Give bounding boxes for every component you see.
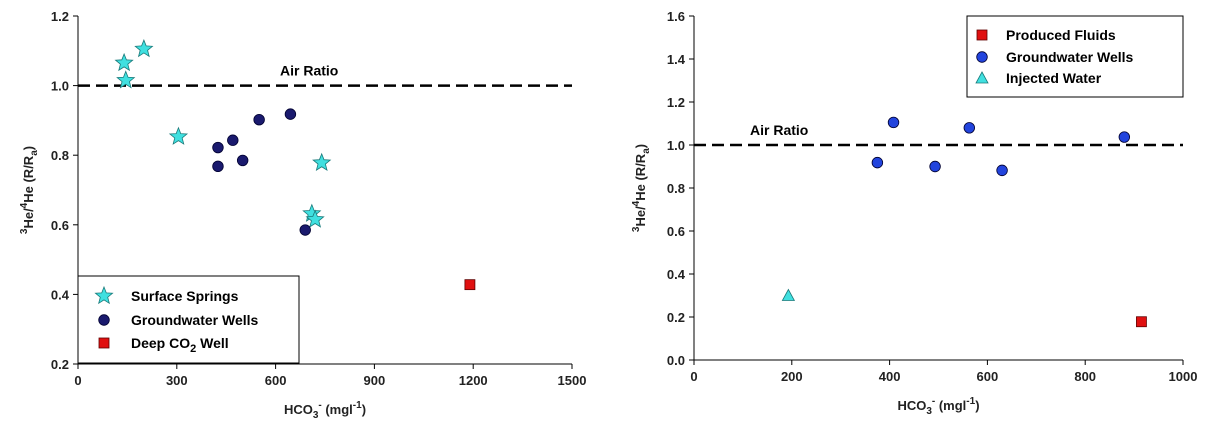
legend-label: Produced Fluids	[1006, 27, 1116, 43]
y-tick-label: 0.0	[667, 353, 685, 368]
air-ratio-label: Air Ratio	[750, 122, 808, 138]
series-1	[114, 38, 332, 228]
x-tick-label: 0	[74, 373, 81, 388]
x-tick-label: 900	[364, 373, 386, 388]
legend: Surface Springs Groundwater Wells Deep CO2…	[77, 275, 300, 364]
x-tick-label: 1200	[459, 373, 488, 388]
y-tick-label: 0.2	[667, 310, 685, 325]
y-tick-label: 0.2	[51, 357, 69, 372]
legend-marker-triangle	[975, 71, 989, 84]
y-tick-label: 1.0	[667, 138, 685, 153]
y-tick-label: 0.4	[51, 287, 70, 302]
y-tick-label: 1.6	[667, 9, 685, 24]
data-point-circle	[236, 154, 249, 167]
data-point-circle	[212, 141, 224, 154]
data-point-square	[1136, 316, 1147, 328]
legend-label: Injected Water	[1006, 70, 1102, 86]
series-2	[871, 116, 1131, 177]
data-point-circle	[253, 114, 265, 126]
x-tick-label: 1000	[1169, 369, 1198, 384]
data-point-circle	[1118, 131, 1131, 143]
legend-marker-star	[94, 285, 114, 305]
y-tick-label: 0.6	[667, 224, 685, 239]
y-tick-label: 0.4	[667, 267, 686, 282]
series-3	[464, 279, 476, 291]
data-point-circle	[929, 160, 941, 173]
legend-label: Groundwater Wells	[1006, 49, 1134, 65]
x-tick-label: 600	[265, 373, 287, 388]
x-tick-label: 400	[879, 369, 901, 384]
data-point-circle	[996, 164, 1008, 177]
data-point-star	[134, 38, 154, 58]
x-tick-label: 200	[781, 369, 803, 384]
legend-marker-square	[98, 337, 110, 349]
y-tick-label: 1.2	[51, 9, 69, 24]
x-tick-label: 800	[1074, 369, 1096, 384]
data-point-star	[312, 152, 332, 172]
y-tick-label: 1.4	[667, 52, 686, 67]
chart-panel-1: 0 300 600 900 1200 1500 0.2 0.4 0.6 0.8 1.0 1.2 HCO3…	[19, 9, 586, 421]
series-1	[1136, 316, 1147, 328]
data-point-circle	[887, 116, 900, 129]
data-point-triangle	[781, 288, 796, 301]
y-tick-label: 0.8	[667, 181, 685, 196]
data-point-star	[168, 126, 189, 145]
legend-marker-circle	[98, 314, 110, 326]
data-point-star	[305, 209, 325, 228]
data-point-circle	[299, 224, 311, 236]
chart-panel-2: 0 200 400 600 800 1000 0.0 0.2 0.4 0.6 0.8 1.0 1.2 1.…	[631, 9, 1197, 417]
air-ratio-label: Air Ratio	[280, 63, 338, 79]
data-point-star	[114, 52, 134, 72]
data-point-circle	[227, 134, 239, 146]
legend-box	[77, 275, 300, 364]
x-tick-label: 600	[977, 369, 999, 384]
y-axis-label: 3He/4He (R/Ra)	[19, 146, 40, 234]
data-point-circle	[963, 122, 976, 134]
x-axis-label: HCO3- (mgl-1)	[897, 396, 979, 417]
x-tick-label: 300	[166, 373, 188, 388]
y-tick-label: 1.2	[667, 95, 685, 110]
legend-marker-square	[976, 29, 988, 41]
x-axis-label: HCO3- (mgl-1)	[284, 400, 366, 421]
legend: Produced Fluids Groundwater Wells Injected…	[966, 15, 1184, 98]
y-tick-label: 0.8	[51, 148, 69, 163]
legend-label: Surface Springs	[131, 288, 239, 304]
data-point-circle	[871, 156, 884, 169]
data-point-square	[464, 279, 476, 291]
y-axis-label: 3He/4He (R/Ra)	[631, 144, 652, 232]
y-tick-label: 1.0	[51, 79, 69, 94]
data-point-circle	[284, 108, 297, 120]
data-point-star	[116, 70, 136, 89]
x-tick-label: 0	[690, 369, 697, 384]
legend-label: Groundwater Wells	[131, 312, 259, 328]
legend-box	[966, 15, 1184, 98]
data-point-circle	[212, 160, 224, 173]
series-3	[781, 288, 796, 301]
legend-label: Deep CO2 Well	[131, 335, 229, 355]
x-tick-label: 1500	[558, 373, 587, 388]
y-tick-label: 0.6	[51, 218, 69, 233]
series-2	[212, 108, 311, 236]
legend-marker-circle	[976, 51, 988, 63]
